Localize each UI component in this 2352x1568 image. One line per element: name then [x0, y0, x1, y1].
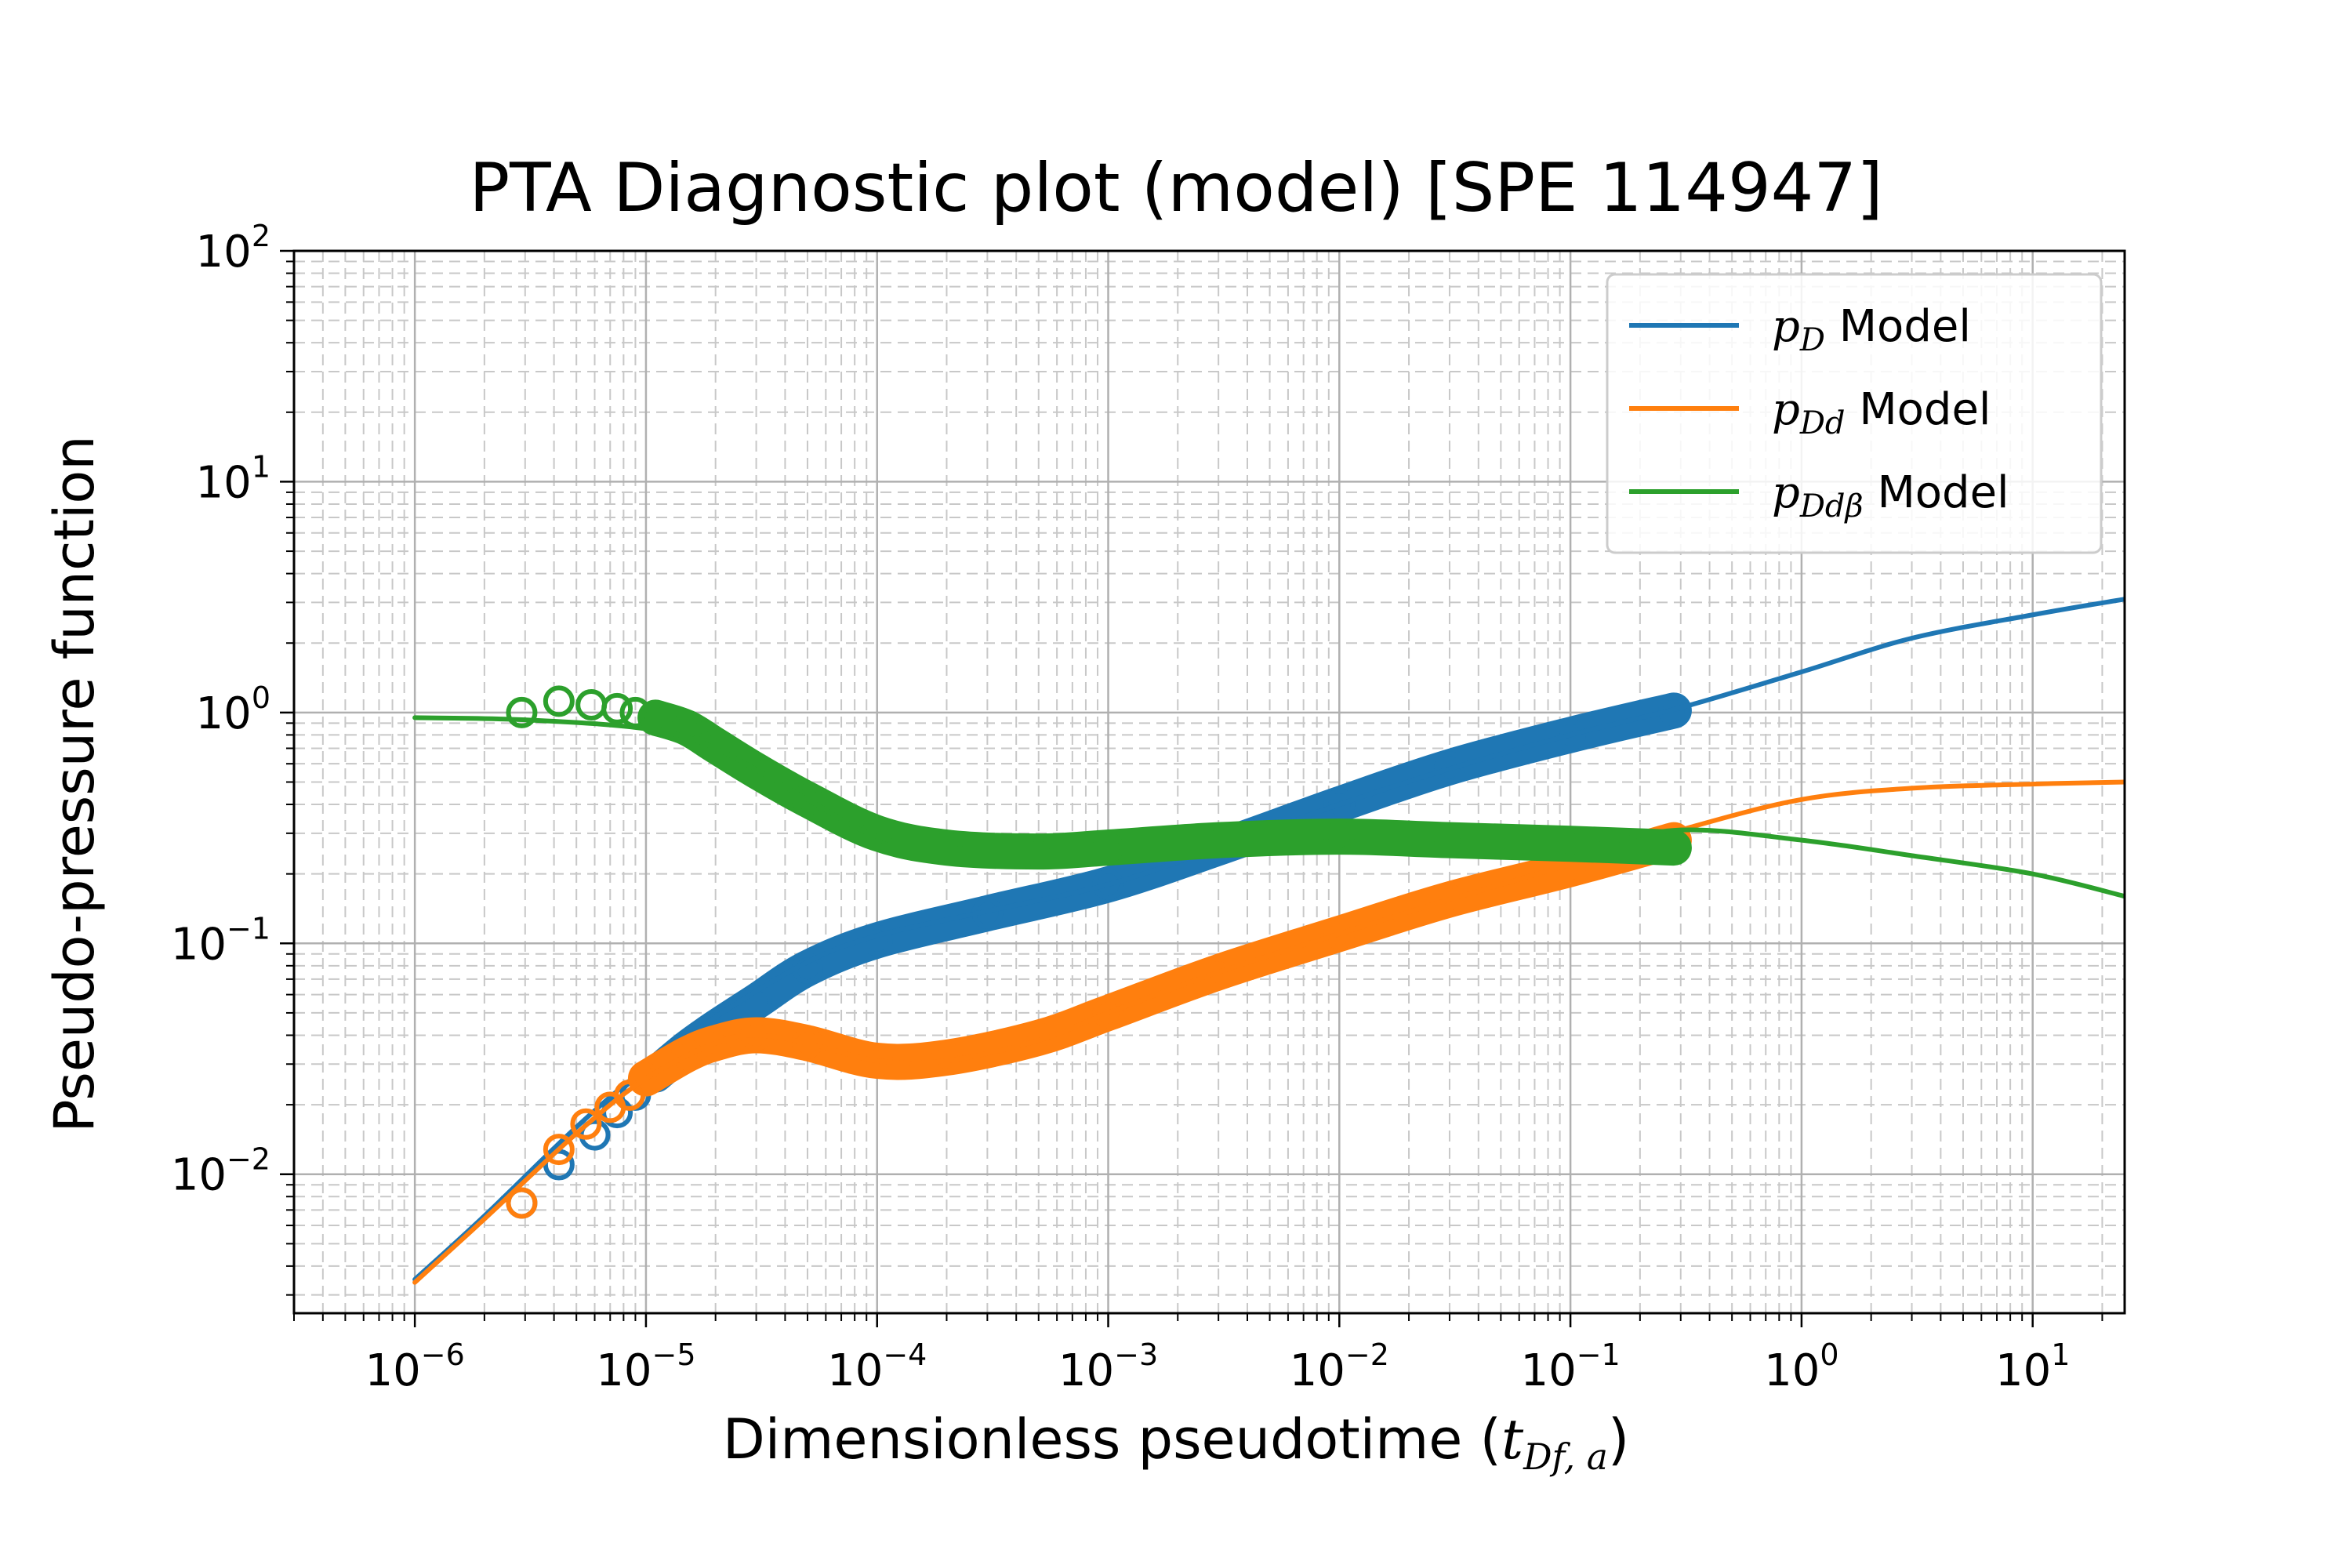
- x-tick-label: 10−4: [827, 1338, 927, 1396]
- pddbeta-marker: [1555, 828, 1587, 860]
- x-tick-label: 10−3: [1058, 1338, 1158, 1396]
- pd-marker: [1092, 869, 1124, 901]
- pddbeta-marker: [543, 685, 575, 717]
- pdd-marker: [1323, 918, 1356, 950]
- pdd-marker: [699, 1027, 731, 1059]
- pd-marker: [1323, 789, 1356, 821]
- x-axis-label-close: ): [1607, 1407, 1630, 1472]
- pddbeta-marker: [1657, 832, 1690, 864]
- y-tick-label: 102: [196, 219, 270, 278]
- x-tick-label: 101: [1995, 1338, 2070, 1396]
- y-tick-label: 10−2: [171, 1142, 270, 1201]
- y-tick-label: 101: [196, 449, 270, 508]
- pddbeta-marker: [699, 729, 731, 761]
- x-axis-label-math: t: [1501, 1407, 1524, 1472]
- x-tick-label: 10−1: [1520, 1338, 1620, 1396]
- y-tick-label: 100: [196, 681, 270, 739]
- y-tick-label: 10−1: [171, 911, 270, 970]
- x-axis-label-sub: Df, a: [1523, 1436, 1608, 1478]
- x-axis-label: Dimensionless pseudotime (tDf, a): [0, 1407, 2352, 1478]
- pdd-marker: [1203, 956, 1235, 989]
- legend-label-pd: pD Model: [1772, 301, 1971, 358]
- plot-frame: [292, 249, 2126, 1315]
- pdd-marker: [506, 1187, 538, 1219]
- pddbeta-model-line: [412, 715, 2125, 899]
- pdd-marker: [791, 1027, 823, 1059]
- legend-box: [1606, 273, 2103, 554]
- pdd-marker: [570, 1108, 602, 1140]
- chart-title: PTA Diagnostic plot (model) [SPE 114947]: [469, 149, 1883, 227]
- x-tick-label: 10−5: [596, 1338, 695, 1396]
- pdd-model-line: [412, 779, 2125, 1285]
- x-axis-label-text: Dimensionless pseudotime (: [722, 1407, 1501, 1472]
- pd-marker: [1555, 719, 1587, 751]
- legend: pD Model pDd Model pDdβ Model: [1606, 273, 2103, 554]
- pdd-marker: [670, 1039, 702, 1071]
- x-tick-label: 100: [1764, 1338, 1838, 1396]
- pdd-marker: [630, 1062, 662, 1094]
- pddbeta-marker: [670, 712, 702, 744]
- data-layer: [412, 597, 2125, 1285]
- pddbeta-marker: [791, 783, 823, 815]
- pddbeta-marker: [740, 755, 772, 787]
- y-axis-label: Pseudo-pressure function: [42, 435, 107, 1133]
- x-tick-label: 10−2: [1290, 1338, 1389, 1396]
- x-tick-label: 10−6: [365, 1338, 464, 1396]
- pddbeta-marker: [575, 689, 608, 721]
- pdd-marker: [543, 1134, 575, 1166]
- pdd-marker: [1092, 996, 1124, 1029]
- pdd-marker: [614, 1079, 646, 1111]
- legend-label-pdd: pDd Model: [1772, 384, 1991, 441]
- pddbeta-marker: [506, 696, 538, 728]
- legend-label-pddbeta: pDdβ Model: [1772, 467, 2009, 524]
- pdd-marker: [1433, 884, 1465, 916]
- pddbeta-marker: [601, 692, 633, 724]
